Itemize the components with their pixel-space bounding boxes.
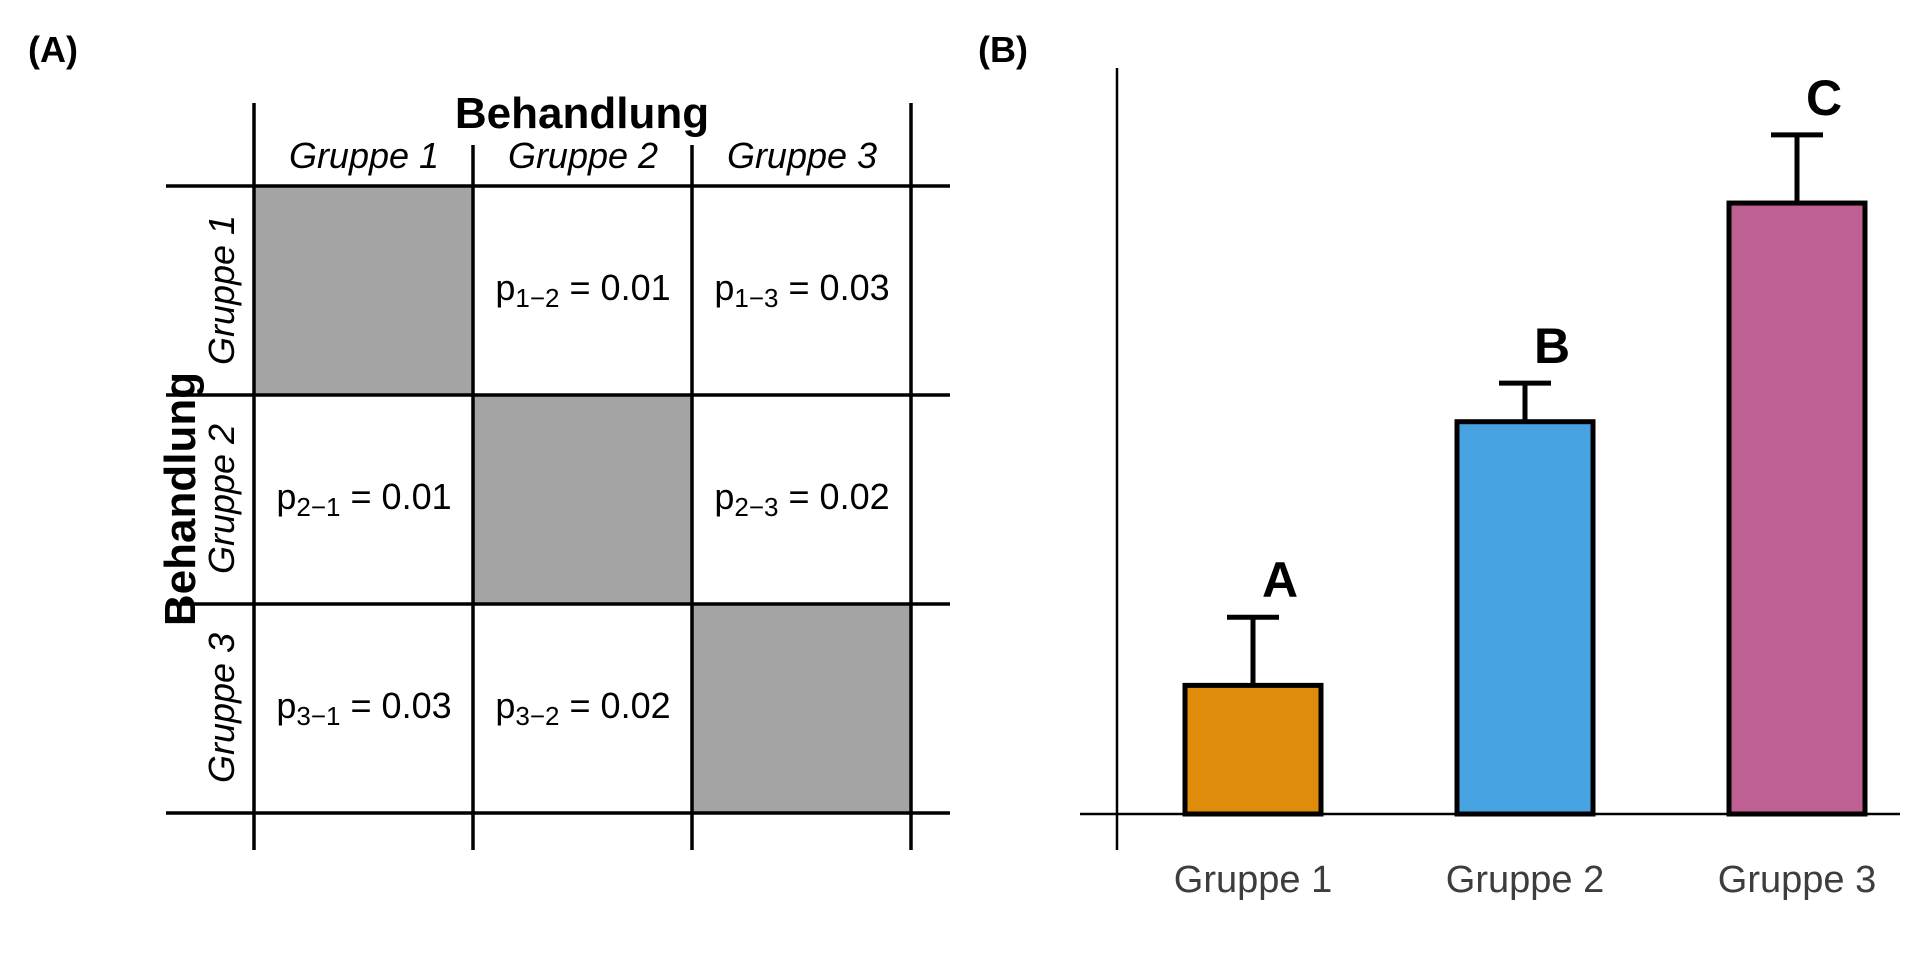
diagonal-cell-2 [473, 395, 692, 604]
p-value-cell-1-3: p1−3 = 0.03 [714, 267, 889, 313]
matrix-grid [166, 103, 950, 850]
p-value-cell-3-2: p3−2 = 0.02 [495, 685, 670, 731]
column-header-1: Gruppe 1 [289, 135, 439, 176]
bar-2 [1454, 419, 1596, 817]
x-tick-label-2: Gruppe 2 [1446, 859, 1604, 901]
matrix-column-title: Behandlung [455, 89, 709, 138]
bar-chart: A Gruppe 1 B Gruppe 2 C Gruppe 3 [1080, 68, 1900, 901]
p-value-matrix: Behandlung Behandlung Gruppe 1 Gruppe 2 … [156, 89, 950, 850]
row-header-1: Gruppe 1 [201, 215, 242, 365]
diagonal-cell-3 [692, 604, 911, 813]
p-value-cell-3-1: p3−1 = 0.03 [276, 685, 451, 731]
column-header-2: Gruppe 2 [508, 135, 658, 176]
matrix-row-title: Behandlung [156, 372, 205, 626]
significance-letter-3: C [1806, 70, 1842, 126]
p-value-cell-2-3: p2−3 = 0.02 [714, 476, 889, 522]
column-header-3: Gruppe 3 [727, 135, 877, 176]
x-tick-label-1: Gruppe 1 [1174, 859, 1332, 901]
p-value-cell-2-1: p2−1 = 0.01 [276, 476, 451, 522]
bar-1 [1182, 682, 1324, 817]
panel-b-label: (B) [978, 29, 1028, 70]
bar-3 [1726, 200, 1868, 817]
p-value-cell-1-2: p1−2 = 0.01 [495, 267, 670, 313]
significance-letter-2: B [1534, 318, 1570, 374]
panel-a-label: (A) [28, 29, 78, 70]
row-header-3: Gruppe 3 [201, 633, 242, 783]
row-header-2: Gruppe 2 [201, 424, 242, 574]
x-tick-label-3: Gruppe 3 [1718, 859, 1876, 901]
bars: A Gruppe 1 B Gruppe 2 C Gruppe 3 [1174, 70, 1876, 901]
diagonal-cell-1 [254, 186, 473, 395]
significance-letter-1: A [1262, 552, 1298, 608]
